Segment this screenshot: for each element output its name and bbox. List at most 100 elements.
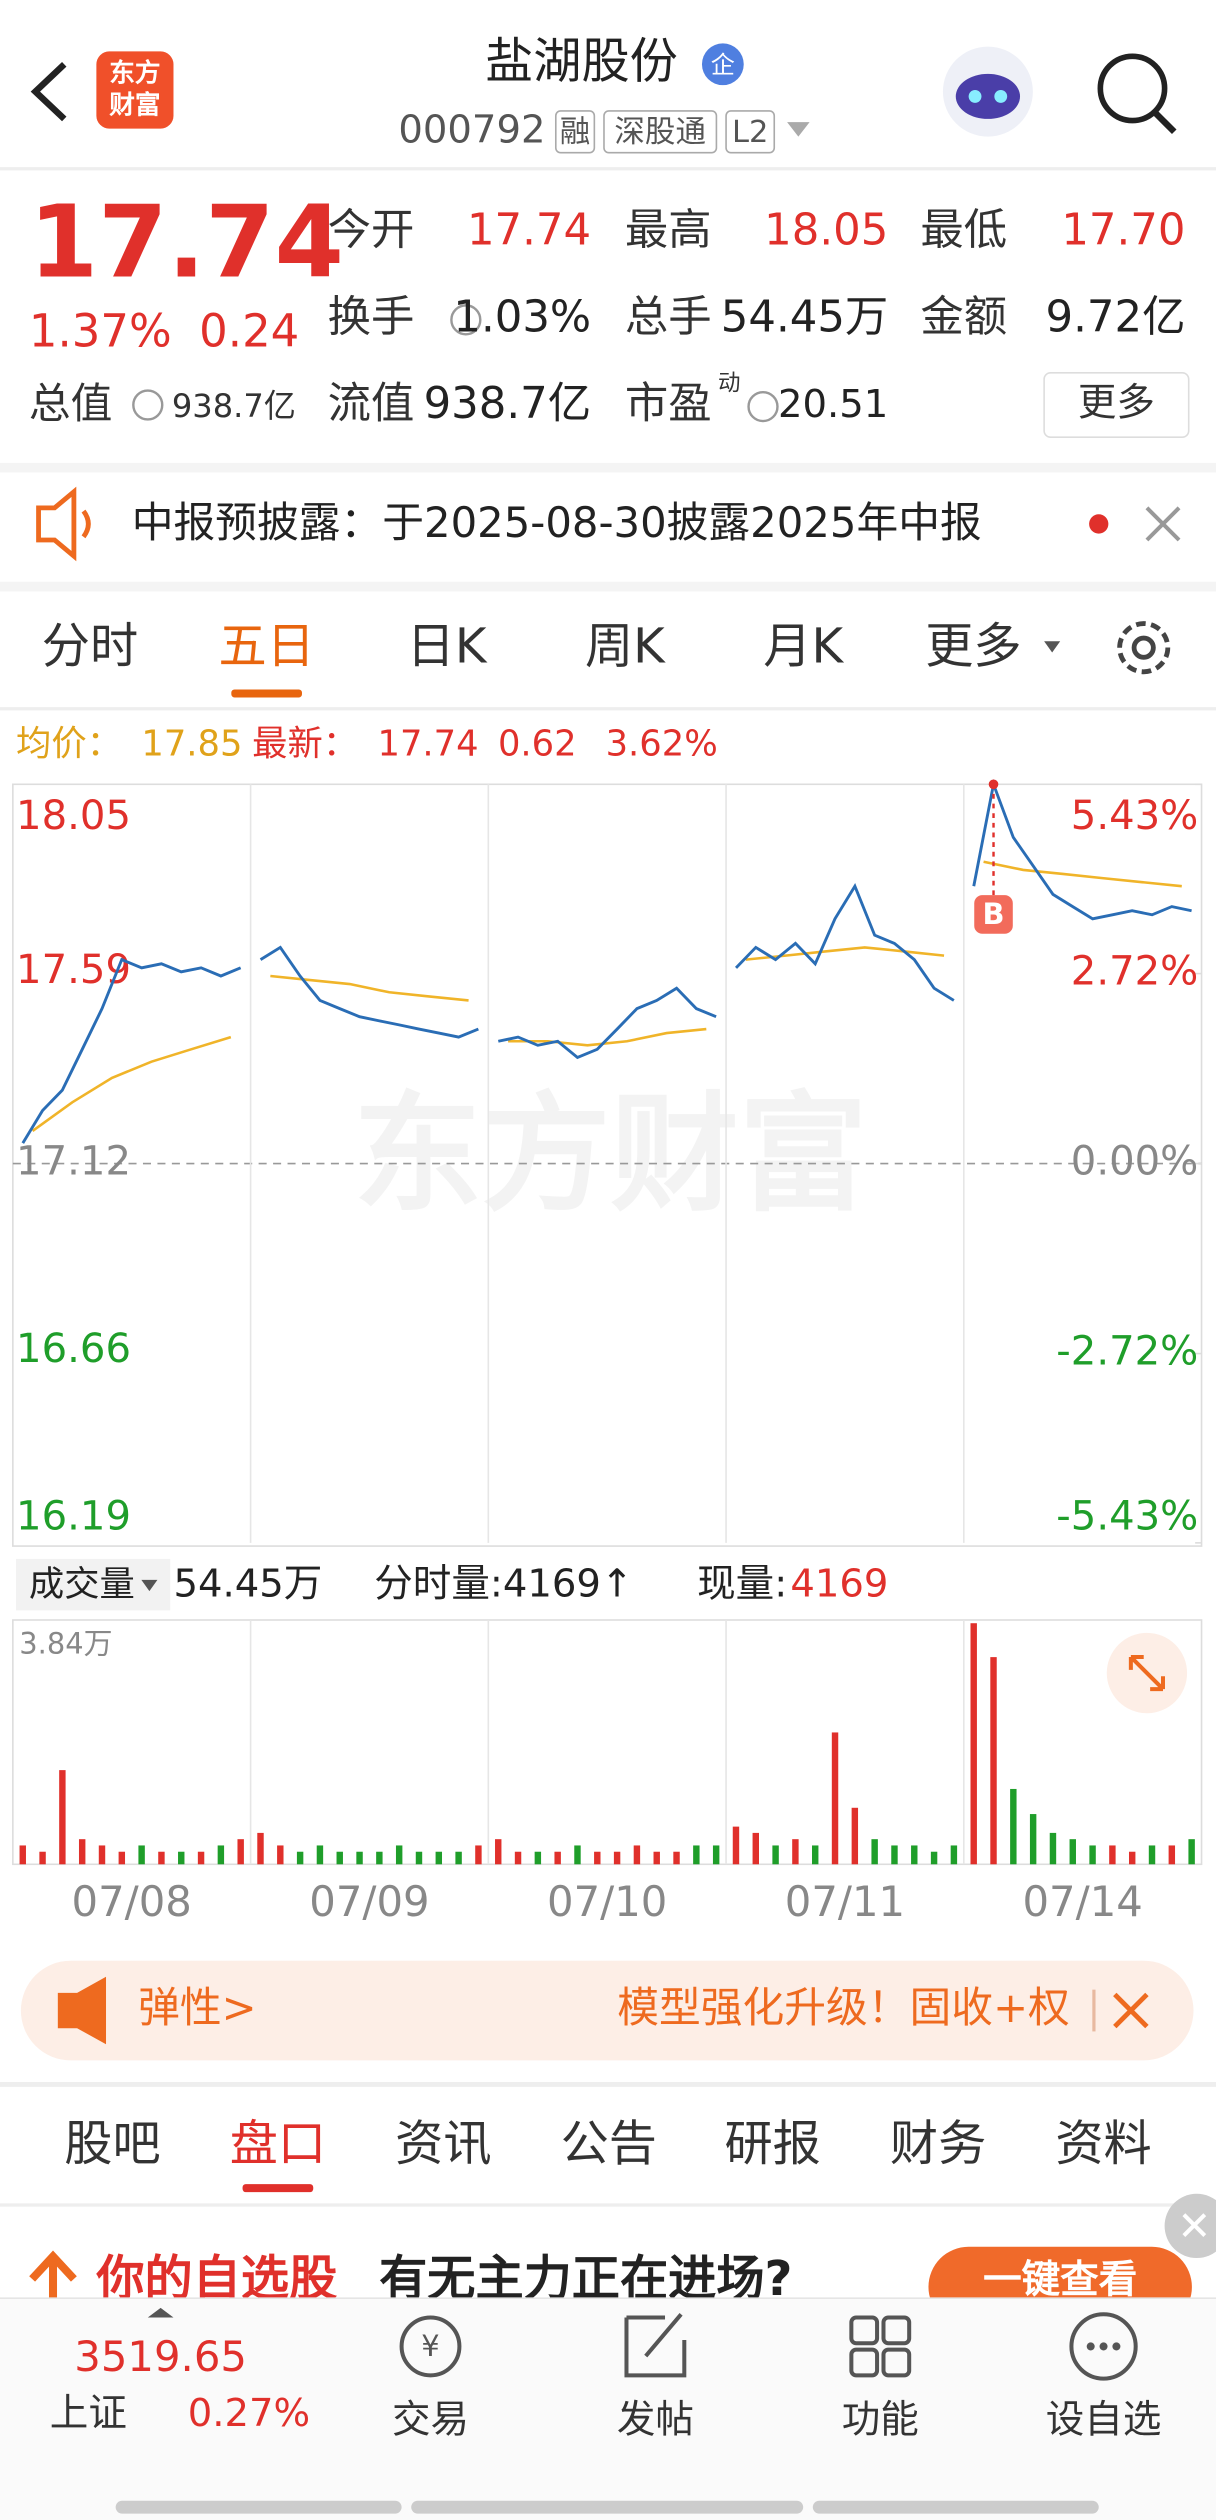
volume-bar <box>1029 1814 1037 1865</box>
period-tab[interactable]: 月K <box>763 618 844 674</box>
stock-code: 000792 <box>398 107 545 152</box>
volume-bar <box>356 1851 363 1865</box>
period-tab[interactable]: 周K <box>585 618 666 674</box>
bottom-bar <box>0 2298 1216 2520</box>
search-icon[interactable] <box>1097 53 1168 124</box>
robot-eye <box>994 90 1008 103</box>
index-value[interactable]: 3519.65 <box>74 2332 247 2381</box>
content-tab[interactable]: 盘口 <box>230 2116 326 2172</box>
info-icon[interactable] <box>132 389 164 421</box>
volume-bar <box>495 1839 502 1865</box>
close-icon[interactable] <box>1145 506 1181 542</box>
info-icon[interactable] <box>747 390 779 423</box>
trade-icon[interactable] <box>399 2315 462 2378</box>
favorite-icon[interactable] <box>1069 2312 1138 2381</box>
bottom-item[interactable]: 交易 <box>392 2397 469 2442</box>
volume-bar <box>257 1832 264 1865</box>
change: 0.24 <box>199 304 299 357</box>
volume-label[interactable]: 成交量 <box>29 1564 135 1605</box>
content-tab[interactable]: 资料 <box>1055 2116 1151 2172</box>
volume-bar <box>613 1851 621 1865</box>
home-indicator <box>812 2500 1099 2514</box>
field-label: 金额 <box>920 292 1007 342</box>
volume-bar <box>237 1839 244 1865</box>
field-label: 市盈 <box>625 379 712 429</box>
speaker-wave <box>81 509 91 539</box>
volume-selector[interactable] <box>16 1558 171 1611</box>
price-line <box>734 882 955 1002</box>
ad-close[interactable] <box>1164 2193 1216 2259</box>
settings-icon[interactable] <box>1117 621 1171 675</box>
banner-left[interactable]: 弹性> <box>138 1983 257 2032</box>
bottom-item[interactable]: 设自选 <box>1046 2397 1162 2442</box>
content-tab[interactable]: 资讯 <box>395 2116 491 2172</box>
field-label: 总手 <box>625 292 712 342</box>
volume-bar <box>851 1807 859 1865</box>
ad-button-text[interactable]: 一键查看 <box>983 2258 1137 2303</box>
volume-bar <box>296 1851 304 1865</box>
avg-label: 均价： <box>16 724 122 765</box>
volume-bar <box>395 1845 403 1865</box>
volume-bar <box>772 1845 779 1865</box>
post-icon[interactable] <box>624 2312 687 2378</box>
robot-eye <box>968 90 982 103</box>
volume-bar <box>1089 1845 1096 1865</box>
bottom-item[interactable]: 发帖 <box>617 2397 694 2442</box>
chart-frame <box>12 783 1203 1547</box>
notice-text[interactable]: 中报预披露：于2025-08-30披露2025年中报 <box>132 498 982 547</box>
marker-dot <box>988 779 999 790</box>
volume-bar <box>475 1845 482 1865</box>
home-indicator <box>115 2500 402 2514</box>
volume-bar <box>59 1770 66 1865</box>
period-tab[interactable]: 日K <box>407 618 488 674</box>
field-label: 最低 <box>920 206 1007 256</box>
more-button[interactable] <box>1043 372 1190 438</box>
date-label: 07/14 <box>1023 1877 1143 1926</box>
index-pct[interactable]: 0.27% <box>188 2391 310 2436</box>
volume-bar <box>217 1845 225 1865</box>
tag: 深股通 <box>614 115 706 150</box>
back-button[interactable] <box>30 61 67 122</box>
bottom-item[interactable]: 功能 <box>842 2397 919 2442</box>
index-name[interactable]: 上证 <box>50 2391 127 2436</box>
period-tab[interactable]: 分时 <box>42 618 138 674</box>
field-value: 938.7亿 <box>424 379 592 429</box>
function-icon[interactable] <box>849 2347 880 2378</box>
date-label: 07/08 <box>72 1877 192 1926</box>
banner[interactable] <box>20 1960 1194 2061</box>
volume-frame <box>12 1619 1203 1866</box>
content-tab[interactable]: 公告 <box>561 2116 657 2172</box>
avg-line <box>508 1027 707 1047</box>
latest-change: 0.62 <box>498 724 577 765</box>
volume-bar <box>78 1839 86 1865</box>
expand-icon <box>1128 1654 1165 1692</box>
more-button-text[interactable]: 更多 <box>1078 380 1155 425</box>
megaphone-icon <box>57 1976 107 2045</box>
content-tab[interactable]: 财务 <box>890 2116 986 2172</box>
function-icon[interactable] <box>849 2315 880 2346</box>
latest-label: 最新： <box>252 724 358 765</box>
function-icon[interactable] <box>881 2315 912 2346</box>
price-line <box>972 778 1192 921</box>
price-line <box>21 957 242 1144</box>
volume-bar <box>1109 1845 1116 1865</box>
search-handle <box>1152 110 1177 135</box>
volume-bar <box>693 1845 700 1865</box>
period-tab[interactable]: 五日 <box>218 618 314 674</box>
now-volume-label: 现量: <box>697 1562 787 1607</box>
latest-pct: 3.62% <box>606 724 718 765</box>
index-caret <box>147 2307 174 2318</box>
banner-close[interactable] <box>1113 1992 1149 2029</box>
function-icon[interactable] <box>881 2347 912 2378</box>
y-tick-label: 18.05 <box>16 793 131 839</box>
marker-text: B <box>983 897 1005 931</box>
content-tab[interactable]: 研报 <box>724 2116 820 2172</box>
date-label: 07/10 <box>547 1877 667 1926</box>
info-icon[interactable] <box>450 304 482 336</box>
period-tab[interactable]: 更多 <box>925 618 1021 674</box>
field-label: 总值 <box>29 379 113 428</box>
banner-right[interactable]: 模型强化升级！固收+权 <box>617 1983 1070 2032</box>
content-tab[interactable]: 股吧 <box>64 2116 160 2172</box>
volume-bar <box>732 1826 740 1865</box>
